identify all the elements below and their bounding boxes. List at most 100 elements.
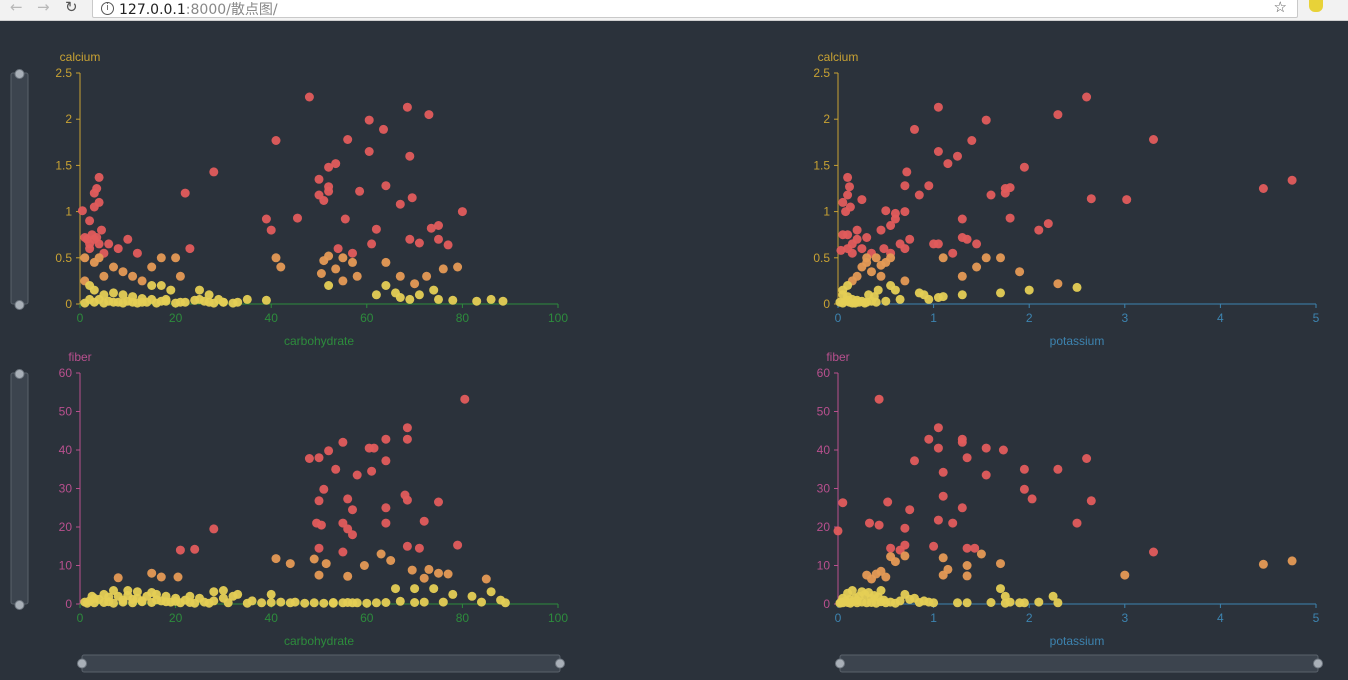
- data-point[interactable]: [1149, 547, 1158, 557]
- data-point[interactable]: [460, 394, 470, 404]
- data-point[interactable]: [957, 503, 967, 513]
- data-point[interactable]: [874, 520, 884, 530]
- data-point[interactable]: [1072, 518, 1082, 528]
- y-zoom-track[interactable]: [10, 72, 29, 305]
- data-point[interactable]: [448, 295, 458, 305]
- data-point[interactable]: [953, 598, 962, 608]
- data-point[interactable]: [972, 239, 982, 249]
- data-point[interactable]: [285, 598, 295, 608]
- data-point[interactable]: [953, 151, 962, 161]
- data-point[interactable]: [1000, 598, 1010, 608]
- data-point[interactable]: [981, 253, 991, 263]
- data-point[interactable]: [852, 598, 862, 608]
- data-point[interactable]: [319, 196, 329, 205]
- data-point[interactable]: [900, 551, 910, 561]
- data-point[interactable]: [996, 288, 1005, 298]
- data-point[interactable]: [429, 584, 439, 594]
- data-point[interactable]: [453, 540, 463, 550]
- data-point[interactable]: [857, 195, 867, 205]
- data-point[interactable]: [1287, 556, 1297, 566]
- data-point[interactable]: [1019, 464, 1029, 474]
- data-point[interactable]: [865, 518, 874, 528]
- data-point[interactable]: [962, 598, 972, 608]
- data-point[interactable]: [257, 598, 267, 608]
- data-point[interactable]: [324, 446, 334, 456]
- url-text[interactable]: 127.0.0.1:8000/散点图/: [119, 0, 278, 19]
- data-point[interactable]: [109, 262, 118, 272]
- data-point[interactable]: [962, 234, 972, 244]
- data-point[interactable]: [924, 181, 934, 191]
- data-point[interactable]: [166, 597, 176, 607]
- data-point[interactable]: [867, 267, 876, 277]
- data-point[interactable]: [862, 598, 872, 608]
- data-point[interactable]: [80, 253, 90, 263]
- data-point[interactable]: [410, 584, 420, 594]
- data-point[interactable]: [486, 587, 496, 597]
- data-point[interactable]: [879, 244, 889, 254]
- data-point[interactable]: [395, 596, 405, 606]
- data-point[interactable]: [862, 233, 872, 242]
- data-point[interactable]: [242, 598, 252, 608]
- forward-icon[interactable]: →: [37, 0, 50, 16]
- data-point[interactable]: [414, 238, 424, 248]
- data-point[interactable]: [80, 298, 90, 308]
- data-point[interactable]: [395, 199, 405, 209]
- x-zoom-slider[interactable]: [77, 654, 565, 673]
- data-point[interactable]: [876, 260, 886, 270]
- data-point[interactable]: [293, 213, 302, 223]
- data-point[interactable]: [316, 269, 326, 278]
- data-point[interactable]: [338, 437, 348, 447]
- data-point[interactable]: [352, 470, 362, 480]
- data-point[interactable]: [867, 574, 876, 584]
- data-point[interactable]: [407, 193, 417, 203]
- data-point[interactable]: [996, 253, 1005, 263]
- data-point[interactable]: [477, 597, 486, 607]
- data-point[interactable]: [175, 598, 185, 608]
- data-point[interactable]: [948, 248, 958, 258]
- data-point[interactable]: [986, 190, 996, 200]
- data-point[interactable]: [1027, 494, 1037, 504]
- data-point[interactable]: [99, 271, 109, 281]
- data-point[interactable]: [900, 181, 910, 191]
- data-point[interactable]: [933, 147, 943, 156]
- data-point[interactable]: [89, 598, 99, 608]
- data-point[interactable]: [209, 524, 219, 534]
- data-point[interactable]: [1082, 454, 1092, 463]
- data-point[interactable]: [285, 559, 295, 569]
- data-point[interactable]: [218, 586, 228, 595]
- data-point[interactable]: [467, 591, 477, 601]
- data-point[interactable]: [319, 256, 329, 266]
- data-point[interactable]: [900, 207, 910, 217]
- data-point[interactable]: [453, 262, 463, 272]
- data-point[interactable]: [881, 598, 891, 608]
- data-point[interactable]: [209, 298, 219, 308]
- data-point[interactable]: [1086, 194, 1096, 204]
- data-point[interactable]: [132, 298, 142, 308]
- data-point[interactable]: [343, 494, 353, 504]
- data-point[interactable]: [340, 214, 350, 224]
- data-point[interactable]: [77, 206, 87, 216]
- data-point[interactable]: [405, 151, 415, 161]
- data-point[interactable]: [314, 570, 324, 580]
- data-point[interactable]: [434, 294, 443, 304]
- data-point[interactable]: [957, 214, 967, 224]
- data-point[interactable]: [426, 223, 436, 233]
- data-point[interactable]: [195, 285, 204, 295]
- data-point[interactable]: [190, 598, 200, 608]
- data-point[interactable]: [218, 297, 228, 307]
- data-point[interactable]: [386, 556, 396, 565]
- data-point[interactable]: [938, 467, 948, 477]
- data-point[interactable]: [1034, 597, 1044, 607]
- data-point[interactable]: [89, 202, 99, 212]
- data-point[interactable]: [391, 584, 400, 594]
- data-point[interactable]: [981, 115, 991, 125]
- data-point[interactable]: [97, 225, 106, 235]
- data-point[interactable]: [1053, 110, 1063, 120]
- data-point[interactable]: [1053, 279, 1063, 289]
- y-zoom-slider[interactable]: [10, 69, 29, 310]
- data-point[interactable]: [228, 591, 238, 601]
- data-point[interactable]: [180, 297, 190, 307]
- data-point[interactable]: [113, 244, 123, 254]
- data-point[interactable]: [434, 568, 443, 578]
- data-point[interactable]: [424, 564, 434, 574]
